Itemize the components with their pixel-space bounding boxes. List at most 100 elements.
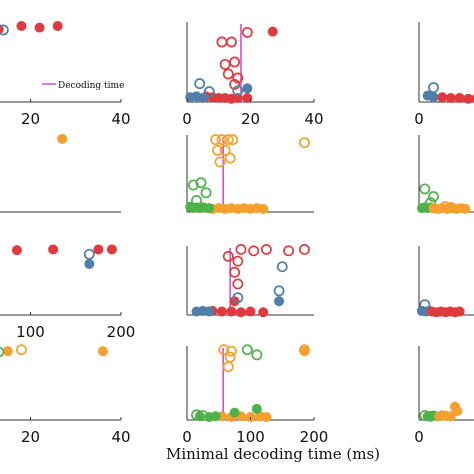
data-point-orange-open [222,134,234,146]
data-point-green-open [200,187,212,199]
data-point-orange-open [227,134,239,146]
data-point-orange-open [16,344,27,356]
data-point-blue-filled [428,92,439,103]
data-point-green-open [419,183,431,195]
data-point-red-open [229,266,241,278]
x-tick-label: 40 [111,428,130,446]
data-point-red-filled [258,307,269,318]
data-point-red-filled [454,306,465,317]
data-point-red-open [232,255,244,267]
data-point-red-open [235,243,247,255]
x-tick-label: 20 [21,428,40,446]
data-point-orange-filled [460,203,471,214]
data-point-red-filled [454,93,465,104]
data-point-blue-open [83,248,95,260]
legend-label: Decoding time [58,81,124,91]
x-tick-label: 20 [241,110,260,128]
data-point-red-filled [216,306,227,317]
data-point-green-open [195,177,207,189]
data-point-red-open [222,68,234,80]
panel-left-row-2 [0,133,121,213]
data-point-red-open [283,245,295,257]
panel-left-row-4: 20 40 [0,344,131,446]
x-tick-label: 40 [304,110,323,128]
data-point-blue-open [428,82,439,94]
data-point-red-open [229,78,241,90]
data-point-orange-open [219,144,231,156]
panel-right-row-4: 0 [414,346,474,446]
data-point-red-open [241,26,253,38]
x-tick-label: 0 [414,428,424,446]
panel-middle-row-3 [186,243,314,318]
data-point-red-filled [242,93,253,104]
data-point-orange-open [218,344,230,356]
data-point-blue-open [232,292,244,304]
data-point-blue-open [0,24,9,36]
panel-middle-row-1: 0 20 40 [182,22,324,128]
data-point-green-filled [229,407,240,418]
data-point-orange-open [212,144,223,156]
data-point-red-filled [245,306,256,317]
data-point-orange-open [210,134,222,146]
data-point-orange-open [225,345,237,357]
data-point-red-open [248,245,260,257]
panel-middle-row-4: 0 100 200 [182,344,329,446]
data-point-red-open [232,278,244,290]
data-point-red-filled [52,20,63,31]
data-point-green-open [241,344,253,356]
data-point-red-filled [0,24,4,35]
data-point-red-filled [16,20,27,31]
panel-right-row-3 [416,246,474,318]
data-point-blue-filled [242,83,253,94]
data-point-blue-open [232,85,244,97]
data-point-orange-open [222,361,234,373]
data-point-orange-filled [261,412,272,423]
x-tick-label: 100 [16,323,45,341]
data-point-orange-filled [258,203,269,214]
data-point-red-open [225,36,237,48]
data-point-red-open [229,56,241,68]
x-tick-label: 200 [300,428,329,446]
data-point-red-filled [463,93,474,104]
data-point-red-filled [93,244,104,255]
data-point-orange-filled [299,346,310,357]
x-tick-label: 40 [111,110,130,128]
data-point-orange-filled [57,133,68,144]
data-point-red-open [260,243,272,255]
data-point-orange-filled [2,346,13,357]
x-tick-label: 20 [21,110,40,128]
data-point-orange-open [439,201,451,213]
data-point-blue-open [203,86,215,98]
data-point-green-open [428,191,439,203]
data-point-red-filled [226,306,237,317]
panel-middle-row-2 [185,134,314,214]
data-point-orange-filled [452,406,463,417]
data-point-red-filled [235,307,246,318]
data-point-blue-filled [274,296,285,307]
data-point-blue-open [194,78,206,90]
data-point-green-filled [251,403,262,414]
data-point-orange-open [224,152,236,164]
data-point-blue-open [276,261,288,273]
data-point-orange-open [224,351,236,363]
x-axis-label: Minimal decoding time (ms) [166,445,380,463]
data-point-red-filled [437,92,448,103]
data-point-green-open [187,179,199,191]
data-point-blue-filled [204,306,215,317]
x-tick-label: 200 [107,323,136,341]
data-point-orange-open [216,134,228,146]
data-point-green-open [251,349,263,361]
panel-right-row-1: 0 [414,22,474,128]
panel-left-row-1: 20 40 [0,20,131,128]
data-point-red-filled [11,245,22,256]
data-point-orange-filled [97,346,108,357]
data-point-blue-filled [197,93,208,104]
x-tick-label: 0 [414,110,424,128]
data-point-red-filled [34,22,45,33]
data-point-red-open [232,72,244,84]
x-tick-label: 0 [182,428,192,446]
data-point-red-open [216,36,228,48]
data-point-green-filled [204,203,215,214]
